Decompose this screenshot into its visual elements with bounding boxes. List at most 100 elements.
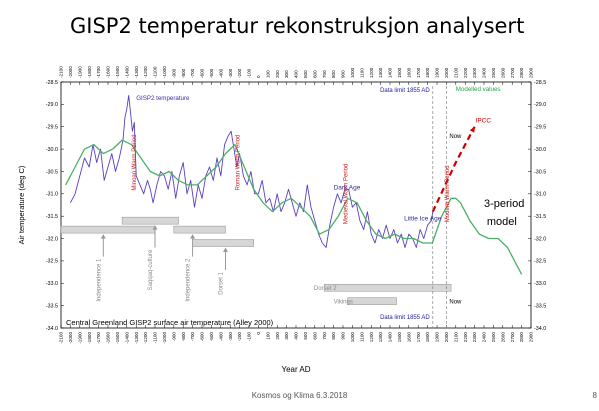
x-tick-label-bottom: -1000	[162, 332, 167, 344]
warm-period-label: Medieval Warm Period	[344, 164, 350, 224]
x-tick-label-bottom: 2200	[463, 332, 468, 343]
x-tick-label-bottom: -100	[247, 332, 252, 342]
culture-label: Dorset 1	[219, 271, 225, 294]
x-tick-label-top: 2700	[510, 67, 515, 78]
x-tick-label-top: 1400	[388, 67, 393, 78]
x-tick-label-bottom: 1600	[406, 332, 411, 343]
x-tick-label-top: -600	[200, 68, 205, 78]
x-tick-label-bottom: 700	[322, 332, 327, 340]
x-tick-label-top: 2400	[482, 67, 487, 78]
y-tick-label-right: -30.5	[534, 169, 546, 175]
culture-bar	[173, 225, 226, 234]
x-tick-label-top: -1200	[143, 66, 148, 78]
x-tick-label-bottom: 400	[294, 332, 299, 340]
y-tick-label-right: -31.5	[534, 214, 546, 220]
x-tick-label-bottom: -200	[237, 332, 242, 342]
x-tick-label-top: -800	[181, 68, 186, 78]
x-tick-label-bottom: 1700	[416, 332, 421, 343]
y-tick-label-left: -28.5	[46, 80, 58, 86]
x-tick-label-bottom: 300	[284, 332, 289, 340]
x-tick-label-bottom: 2800	[519, 332, 524, 343]
x-tick-label-top: -1600	[106, 66, 111, 78]
x-tick-label-top: 600	[312, 70, 317, 78]
x-tick-label-top: -900	[171, 68, 176, 78]
culture-bar	[121, 216, 179, 225]
y-tick-label-left: -32.0	[46, 236, 58, 242]
chart-annotations: Minoan Warm Period Roman Warm Period Medie…	[132, 86, 524, 228]
x-tick-label-bottom: -1800	[87, 332, 92, 344]
x-tick-label-bottom: 1900	[435, 332, 440, 343]
x-tick-label-bottom: 1300	[378, 332, 383, 343]
x-tick-label-bottom: -1900	[77, 332, 82, 344]
x-tick-label-top: 2800	[519, 67, 524, 78]
x-tick-label-top: 2100	[453, 67, 458, 78]
plot-frame	[60, 81, 532, 329]
annotation-label: GISP2 temperature	[136, 95, 190, 102]
x-tick-label-bottom: 1800	[425, 332, 430, 343]
marker-label-top: Data limit 1855 AD	[380, 88, 430, 94]
x-tick-label-bottom: 500	[303, 332, 308, 340]
culture-arrow-head	[223, 247, 228, 253]
x-tick-label-top: -2000	[68, 66, 73, 78]
axis-ticks: -2100-2100-2000-2000-1900-1900-1800-1800…	[46, 66, 547, 344]
y-tick-label-right: -30.0	[534, 147, 546, 153]
x-tick-label-bottom: -300	[228, 332, 233, 342]
y-tick-label-right: -33.5	[534, 303, 546, 309]
x-tick-label-bottom: 1100	[359, 332, 364, 342]
x-tick-label-top: 100	[265, 70, 270, 78]
warm-period-label: Minoan Warm Period	[132, 134, 138, 190]
x-tick-label-top: -100	[247, 68, 252, 78]
y-tick-label-right: -32.0	[534, 236, 546, 242]
x-tick-label-bottom: -2000	[68, 332, 73, 344]
x-tick-label-bottom: -1700	[96, 332, 101, 344]
culture-label: Dorset 2	[314, 286, 337, 292]
ipcc-arrow-head	[469, 126, 475, 133]
x-tick-label-top: 500	[303, 70, 308, 78]
x-tick-label-top: 1700	[416, 67, 421, 78]
x-tick-label-bottom: -2100	[59, 332, 64, 344]
x-tick-label-top: -1800	[87, 66, 92, 78]
x-tick-label-bottom: 2100	[453, 332, 458, 343]
x-tick-label-top: 1300	[378, 67, 383, 78]
x-tick-label-bottom: 2700	[510, 332, 515, 343]
x-tick-label-top: 2600	[500, 67, 505, 78]
x-tick-label-bottom: 1000	[350, 332, 355, 343]
y-tick-label-left: -29.5	[46, 125, 58, 131]
x-tick-label-top: -700	[190, 68, 195, 78]
x-tick-label-bottom: 2000	[444, 332, 449, 343]
x-tick-label-bottom: 2400	[482, 332, 487, 343]
y-tick-label-left: -30.5	[46, 169, 58, 175]
x-tick-label-top: 0	[256, 75, 261, 78]
x-tick-label-bottom: 2300	[472, 332, 477, 343]
y-tick-label-right: -29.0	[534, 102, 546, 108]
x-tick-label-top: -1900	[77, 66, 82, 78]
x-tick-label-bottom: 1500	[397, 332, 402, 343]
annotation-label: Dark Age	[334, 184, 361, 191]
y-tick-label-left: -31.5	[46, 214, 58, 220]
y-tick-label-left: -33.0	[46, 281, 58, 287]
x-tick-label-top: 300	[284, 70, 289, 78]
y-axis-label: Air temperature (deg C)	[17, 165, 26, 244]
x-tick-label-top: -400	[218, 68, 223, 78]
y-tick-label-left: -34.0	[46, 326, 58, 332]
x-tick-label-top: 2300	[472, 67, 477, 78]
x-tick-label-top: 1200	[369, 67, 374, 78]
x-tick-label-bottom: 200	[275, 332, 280, 340]
annotation-label: Modelled values	[456, 86, 501, 93]
x-tick-label-bottom: -900	[171, 332, 176, 342]
x-tick-label-top: 900	[341, 70, 346, 78]
series-lines	[65, 94, 523, 275]
x-tick-label-top: 2500	[491, 67, 496, 78]
x-tick-label-bottom: 1400	[388, 332, 393, 343]
x-tick-label-bottom: -500	[209, 332, 214, 342]
x-tick-label-bottom: 0	[256, 332, 261, 335]
slide-footer: Kosmos og Klima 6.3.2018	[251, 391, 348, 400]
modelled-values-line	[65, 139, 523, 275]
ipcc-line	[431, 126, 476, 213]
culture-label: Saqqaq-culture	[148, 249, 154, 290]
x-tick-label-bottom: 2900	[529, 332, 534, 343]
y-tick-label-left: -32.5	[46, 259, 58, 265]
x-tick-label-top: -1400	[124, 66, 129, 78]
x-tick-label-top: -1300	[134, 66, 139, 78]
